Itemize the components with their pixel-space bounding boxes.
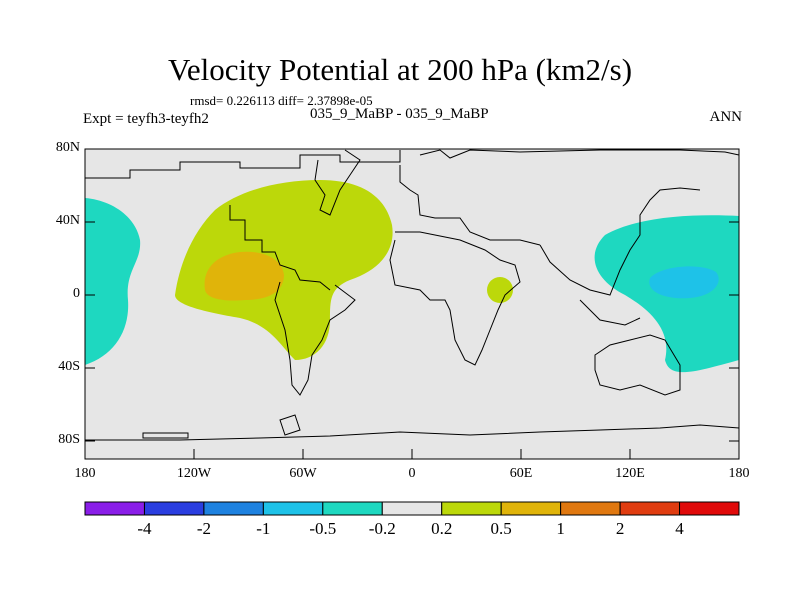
colorbar-label: 0.5 (490, 519, 512, 538)
colorbar-label: -4 (137, 519, 152, 538)
negative-core-east (649, 266, 719, 299)
positive-core-americas (204, 251, 284, 301)
x-tick-label: 120W (176, 466, 212, 481)
colorbar-label: 0.2 (431, 519, 453, 538)
small-island (142, 432, 189, 439)
tick-marks (84, 148, 740, 459)
europe-coast (399, 165, 541, 246)
y-tick-label: 40S (58, 359, 80, 374)
colorbar-swatch (679, 501, 740, 516)
y-tick-label: 0 (73, 286, 80, 301)
colorbar-swatch (560, 501, 621, 516)
greenland-coast (314, 149, 361, 216)
colorbar-swatch (381, 501, 443, 516)
x-tick-label: 180 (74, 466, 96, 481)
y-tick-label: 40N (55, 213, 80, 228)
colorbar-swatch (619, 501, 681, 516)
colorbar-label: -0.5 (309, 519, 337, 538)
colorbar-swatch (262, 501, 324, 516)
season-label: ANN (709, 109, 743, 125)
colorbar-label: 1 (556, 519, 565, 538)
x-tick-label: 60E (509, 466, 533, 481)
africa-coast (389, 231, 521, 366)
australia-coast (594, 334, 681, 396)
north-america-coast (85, 150, 401, 291)
antarctica-coast (85, 424, 740, 441)
x-tick-label: 120E (615, 466, 645, 481)
colorbar-swatch (441, 501, 502, 516)
x-tick-label: 60W (289, 466, 317, 481)
coastlines (85, 149, 740, 441)
colorbar-label: 2 (615, 519, 625, 538)
south-america-coast (274, 281, 356, 396)
colorbar-swatch (500, 501, 562, 516)
positive-blob-africa (487, 277, 513, 303)
negative-blob-west (85, 198, 141, 365)
stats-line: rmsd= 0.226113 diff= 2.37898e-05 (190, 93, 373, 108)
plot-title: Velocity Potential at 200 hPa (km2/s) (167, 52, 633, 87)
colorbar-label: -1 (256, 519, 271, 538)
colorbar-label: 4 (675, 519, 684, 538)
x-tick-label: 180 (728, 466, 750, 481)
x-tick-label: 0 (408, 466, 416, 481)
colorbar-label: -0.2 (368, 519, 396, 538)
positive-blob-americas (175, 180, 393, 360)
y-tick-label: 80N (55, 140, 80, 155)
colorbar-label: -2 (196, 519, 211, 538)
colorbar-swatch (322, 501, 383, 516)
colorbar-swatch (143, 501, 205, 516)
new-zealand-coast (279, 414, 301, 436)
colorbar-swatch (203, 501, 264, 516)
case-label: 035_9_MaBP - 035_9_MaBP (310, 106, 489, 122)
y-tick-label: 80S (58, 432, 80, 447)
southeast-asia-coast (579, 299, 641, 326)
colorbar (84, 501, 740, 516)
colorbar-swatch (84, 501, 145, 516)
experiment-label: Expt = teyfh3-teyfh2 (83, 111, 209, 127)
asia-coast (419, 149, 740, 296)
